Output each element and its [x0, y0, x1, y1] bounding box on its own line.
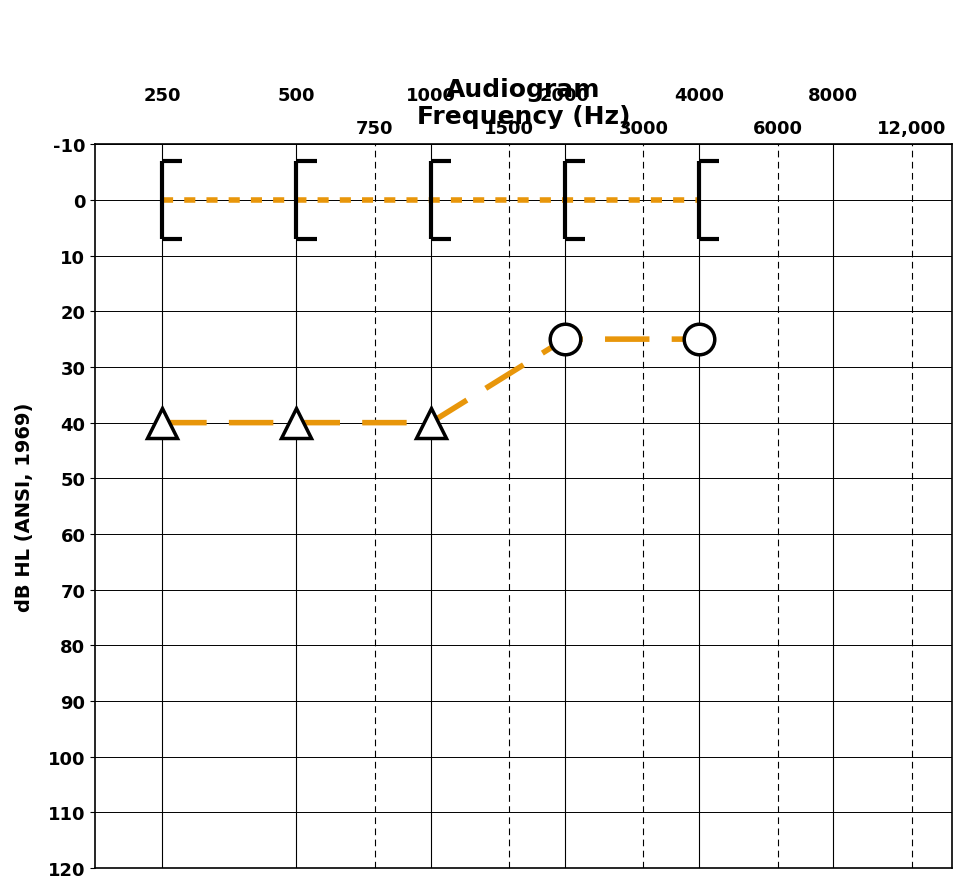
Text: 750: 750 — [356, 120, 394, 138]
Y-axis label: dB HL (ANSI, 1969): dB HL (ANSI, 1969) — [15, 402, 34, 611]
Text: 1500: 1500 — [484, 120, 534, 138]
Text: 250: 250 — [143, 88, 181, 105]
Text: 8000: 8000 — [808, 88, 859, 105]
Text: 500: 500 — [278, 88, 315, 105]
Text: 1000: 1000 — [405, 88, 455, 105]
Title: Audiogram
Frequency (Hz): Audiogram Frequency (Hz) — [417, 78, 630, 130]
Text: 4000: 4000 — [674, 88, 724, 105]
Text: 12,000: 12,000 — [877, 120, 947, 138]
Text: 3000: 3000 — [618, 120, 668, 138]
Text: 6000: 6000 — [752, 120, 803, 138]
Text: 2000: 2000 — [540, 88, 590, 105]
